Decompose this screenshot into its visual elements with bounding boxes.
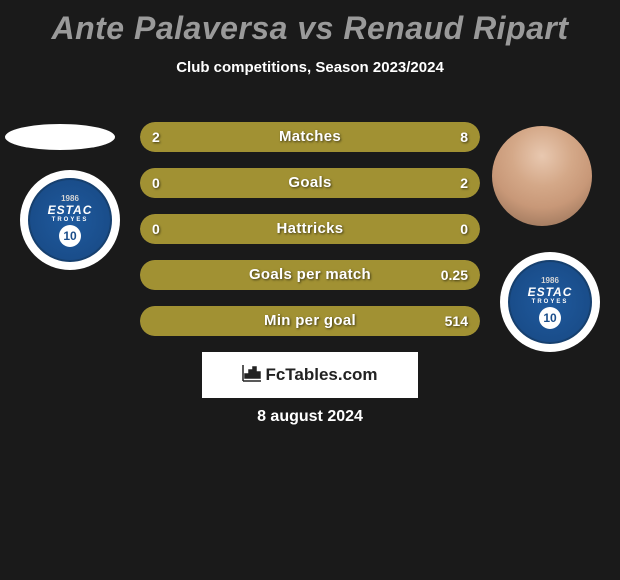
stat-value-left: 0 <box>152 214 160 244</box>
badge-number: 10 <box>539 307 561 329</box>
badge-city: TROYES <box>532 299 569 305</box>
snapshot-date: 8 august 2024 <box>0 408 620 426</box>
club-badge-left: 1986 ESTAC TROYES 10 <box>20 170 120 270</box>
stat-value-right: 2 <box>460 168 468 198</box>
stat-label: Hattricks <box>140 214 480 244</box>
club-badge-inner: 1986 ESTAC TROYES 10 <box>508 260 592 344</box>
chart-icon <box>242 364 262 387</box>
badge-name: ESTAC <box>528 285 573 299</box>
stat-label: Min per goal <box>140 306 480 336</box>
stat-row: Hattricks0 0 <box>140 214 480 244</box>
badge-year: 1986 <box>61 194 79 203</box>
stat-label: Matches <box>140 122 480 152</box>
badge-number: 10 <box>59 225 81 247</box>
stat-value-right: 8 <box>460 122 468 152</box>
stat-value-left: 0 <box>152 168 160 198</box>
stat-row: Min per goal514 <box>140 306 480 336</box>
stat-row: Matches2 8 <box>140 122 480 152</box>
brand-box[interactable]: FcTables.com <box>202 352 418 398</box>
stats-container: Matches28Goals02Hattricks00Goals per mat… <box>140 122 480 352</box>
stat-value-right: 0 <box>460 214 468 244</box>
comparison-title: Ante Palaversa vs Renaud Ripart <box>0 0 620 47</box>
comparison-subtitle: Club competitions, Season 2023/2024 <box>0 59 620 76</box>
stat-row: Goals0 2 <box>140 168 480 198</box>
club-badge-inner: 1986 ESTAC TROYES 10 <box>28 178 112 262</box>
stat-row: Goals per match0.25 <box>140 260 480 290</box>
player-left-avatar <box>5 124 115 150</box>
badge-name: ESTAC <box>48 203 93 217</box>
stat-value-right: 514 <box>445 306 468 336</box>
stat-label: Goals <box>140 168 480 198</box>
badge-city: TROYES <box>52 217 89 223</box>
badge-year: 1986 <box>541 276 559 285</box>
player-right-avatar <box>492 126 592 226</box>
club-badge-right: 1986 ESTAC TROYES 10 <box>500 252 600 352</box>
stat-value-right: 0.25 <box>441 260 468 290</box>
stat-label: Goals per match <box>140 260 480 290</box>
brand-text: FcTables.com <box>265 365 377 385</box>
stat-value-left: 2 <box>152 122 160 152</box>
